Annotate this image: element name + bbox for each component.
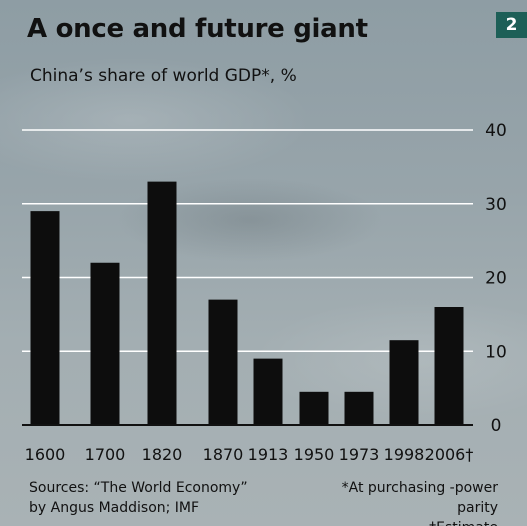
x-tick-label: 2006† <box>425 445 474 464</box>
bar <box>434 307 464 425</box>
x-tick-label: 1600 <box>25 445 66 464</box>
x-tick-label: 1998 <box>384 445 425 464</box>
bar <box>30 211 60 425</box>
source-line-2: by Angus Maddison; IMF <box>29 500 200 516</box>
bar <box>299 391 329 425</box>
chart-title: A once and future giant <box>27 14 368 44</box>
x-tick-label: 1870 <box>203 445 244 464</box>
x-tick-label: 1700 <box>85 445 126 464</box>
y-tick-label: 10 <box>485 342 507 362</box>
y-tick-label: 20 <box>485 269 507 289</box>
y-tick-label: 30 <box>485 195 507 215</box>
source-note: Sources: “The World Economy” by Angus Ma… <box>29 478 248 518</box>
bar <box>344 391 374 425</box>
y-tick-label: 0 <box>491 416 502 436</box>
x-tick-label: 1913 <box>248 445 289 464</box>
bar <box>389 340 419 425</box>
footnote-estimate: †Estimate <box>298 518 498 526</box>
x-tick-label: 1950 <box>294 445 335 464</box>
footnote-ppp: *At purchasing -power parity <box>341 480 498 516</box>
bar <box>90 262 120 425</box>
y-tick-label: 40 <box>485 121 507 141</box>
x-tick-label: 1820 <box>142 445 183 464</box>
x-tick-label: 1973 <box>339 445 380 464</box>
bar <box>253 358 283 425</box>
bar <box>147 181 177 425</box>
chart-number-badge: 2 <box>496 12 527 38</box>
footnotes: *At purchasing -power parity †Estimate <box>298 478 498 526</box>
bar <box>208 299 238 425</box>
chart-subtitle: China’s share of world GDP*, % <box>30 66 297 86</box>
source-line-1: Sources: “The World Economy” <box>29 480 248 496</box>
